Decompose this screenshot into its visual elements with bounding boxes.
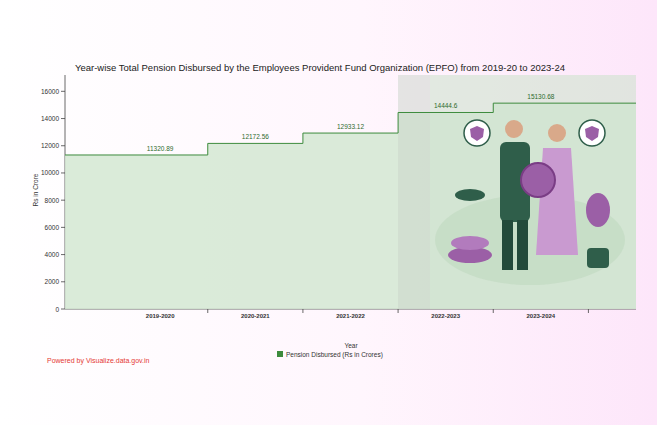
source-credit: Powered by Visualize.data.gov.in bbox=[47, 357, 150, 365]
data-label: 15130.68 bbox=[527, 93, 554, 100]
x-tick bbox=[398, 309, 399, 313]
x-tick-label: 2019-2020 bbox=[146, 313, 175, 319]
x-tick-label: 2021-2022 bbox=[336, 313, 365, 319]
y-tick-label: 8000 bbox=[45, 197, 60, 204]
x-tick bbox=[302, 309, 303, 313]
x-tick-label: 2022-2023 bbox=[431, 313, 460, 319]
y-tick-label: 4000 bbox=[45, 251, 60, 258]
x-tick-label: 2020-2021 bbox=[241, 313, 270, 319]
y-tick bbox=[61, 145, 65, 146]
y-tick bbox=[61, 118, 65, 119]
title: Year-wise Total Pension Disbursed by the… bbox=[75, 62, 565, 73]
x-tick-label: 2023-2024 bbox=[526, 313, 555, 319]
step-line bbox=[65, 103, 636, 155]
data-label: 12933.12 bbox=[337, 123, 364, 130]
y-axis-label: Rs in Crore bbox=[32, 173, 39, 206]
y-tick-label: 12000 bbox=[41, 142, 59, 149]
y-tick-label: 16000 bbox=[41, 88, 59, 95]
chart-root: 0 2000 4000 6000 8000 10000 12000 14000 16000 113… bbox=[0, 0, 657, 425]
legend-swatch bbox=[277, 351, 283, 357]
y-tick bbox=[61, 254, 65, 255]
x-tick bbox=[493, 309, 494, 313]
y-tick bbox=[61, 309, 65, 310]
y-tick bbox=[61, 227, 65, 228]
plot-area bbox=[65, 75, 636, 309]
y-tick-label: 6000 bbox=[45, 224, 60, 231]
y-tick-label: 10000 bbox=[41, 169, 59, 176]
step-area bbox=[65, 103, 636, 309]
data-label: 12172.56 bbox=[242, 133, 269, 140]
y-tick bbox=[61, 281, 65, 282]
y-tick bbox=[61, 91, 65, 92]
x-tick bbox=[207, 309, 208, 313]
illustration bbox=[398, 75, 636, 309]
data-label: 11320.89 bbox=[147, 145, 174, 152]
y-tick bbox=[61, 200, 65, 201]
y-tick-label: 2000 bbox=[45, 278, 60, 285]
x-axis-label: Year bbox=[344, 342, 358, 349]
x-tick bbox=[588, 309, 589, 313]
y-tick-label: 0 bbox=[55, 306, 59, 313]
legend-label: Pension Disbursed (Rs in Crores) bbox=[286, 351, 383, 359]
y-tick-label: 14000 bbox=[41, 115, 59, 122]
data-label: 14444.6 bbox=[434, 102, 458, 109]
y-tick bbox=[61, 172, 65, 173]
